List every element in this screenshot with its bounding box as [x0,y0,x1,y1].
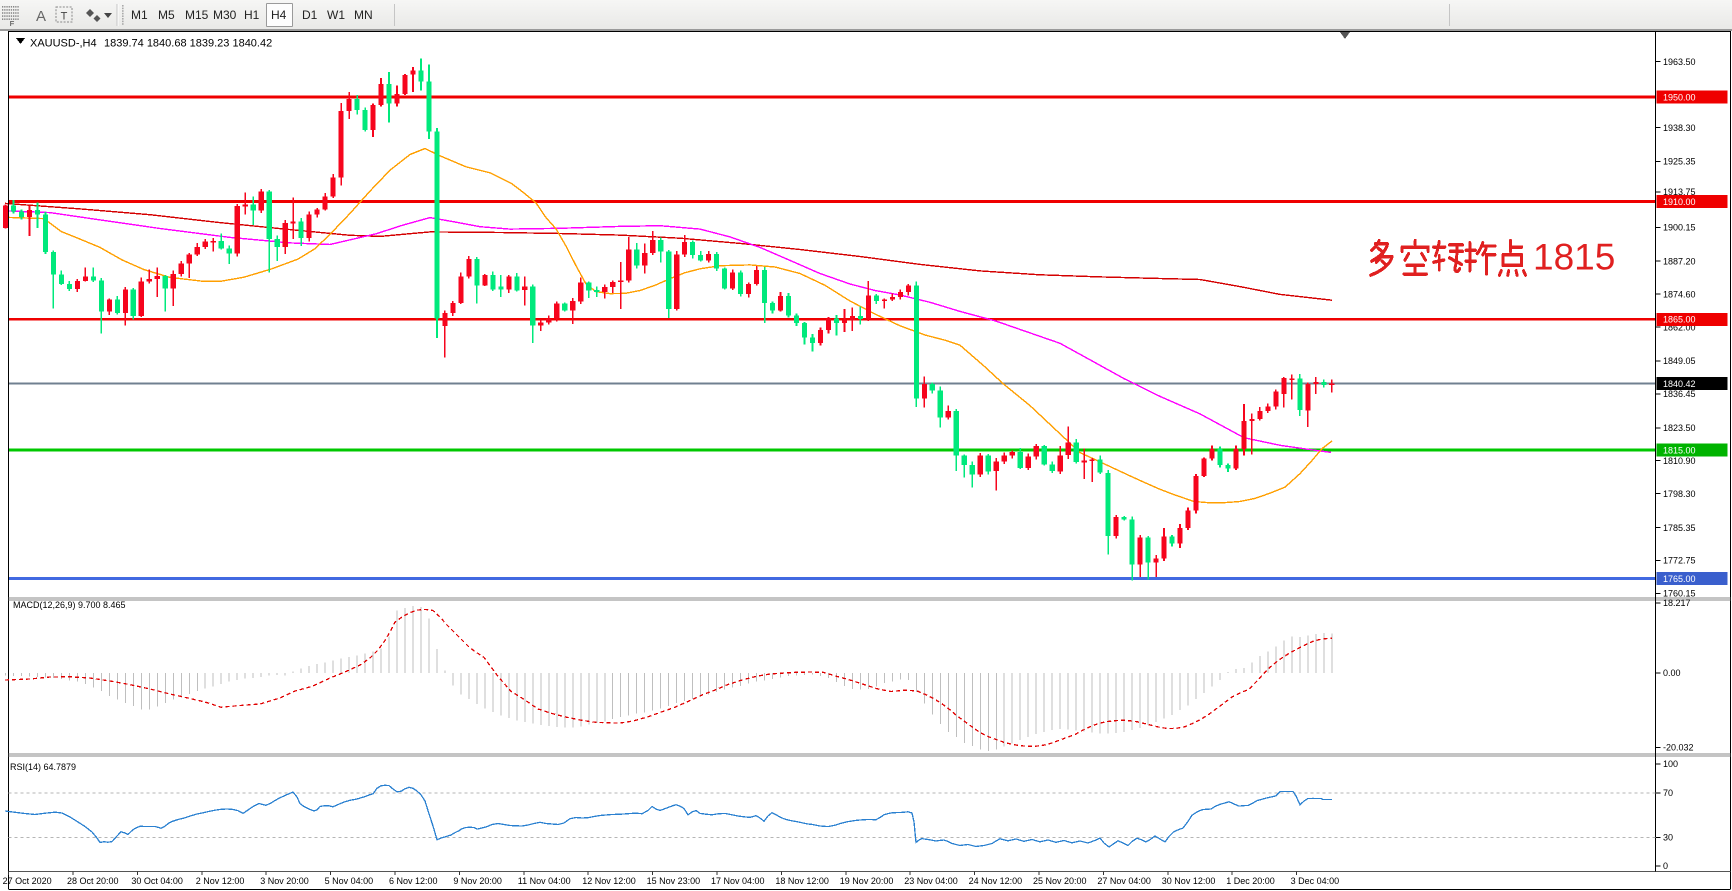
svg-text:30 Nov 12:00: 30 Nov 12:00 [1162,876,1216,886]
svg-text:19 Nov 20:00: 19 Nov 20:00 [840,876,894,886]
svg-text:25 Nov 20:00: 25 Nov 20:00 [1033,876,1087,886]
svg-text:1840.42: 1840.42 [1663,379,1696,389]
svg-text:24 Nov 12:00: 24 Nov 12:00 [969,876,1023,886]
svg-text:1910.00: 1910.00 [1663,197,1696,207]
svg-text:28 Oct 20:00: 28 Oct 20:00 [67,876,119,886]
svg-text:70: 70 [1663,788,1673,798]
svg-text:1 Dec 20:00: 1 Dec 20:00 [1226,876,1275,886]
svg-text:3 Nov 20:00: 3 Nov 20:00 [260,876,309,886]
svg-text:5 Nov 04:00: 5 Nov 04:00 [325,876,374,886]
svg-text:27 Oct 2020: 27 Oct 2020 [3,876,52,886]
svg-text:RSI(14) 64.7879: RSI(14) 64.7879 [10,762,76,772]
svg-text:18.217: 18.217 [1663,598,1691,608]
svg-text:12 Nov 12:00: 12 Nov 12:00 [582,876,636,886]
svg-text:1798.30: 1798.30 [1663,489,1696,499]
svg-text:1810.90: 1810.90 [1663,456,1696,466]
svg-text:30: 30 [1663,833,1673,843]
svg-text:1865.00: 1865.00 [1663,315,1696,325]
svg-text:6 Nov 12:00: 6 Nov 12:00 [389,876,438,886]
svg-text:2 Nov 12:00: 2 Nov 12:00 [196,876,245,886]
svg-text:0.00: 0.00 [1663,668,1681,678]
svg-text:MACD(12,26,9) 9.700 8.465: MACD(12,26,9) 9.700 8.465 [13,600,126,610]
svg-text:1765.00: 1765.00 [1663,574,1696,584]
svg-text:27 Nov 04:00: 27 Nov 04:00 [1097,876,1151,886]
svg-text:1925.35: 1925.35 [1663,157,1696,167]
svg-text:1815.00: 1815.00 [1663,445,1696,455]
svg-text:1874.60: 1874.60 [1663,289,1696,299]
svg-text:1862.00: 1862.00 [1663,322,1696,332]
svg-text:30 Oct 04:00: 30 Oct 04:00 [131,876,183,886]
svg-text:1836.45: 1836.45 [1663,389,1696,399]
svg-text:1772.75: 1772.75 [1663,556,1696,566]
svg-text:1823.50: 1823.50 [1663,423,1696,433]
svg-text:15 Nov 23:00: 15 Nov 23:00 [647,876,701,886]
svg-text:A: A [36,8,46,25]
svg-text:1887.20: 1887.20 [1663,256,1696,266]
svg-text:1815: 1815 [1533,237,1615,278]
svg-text:F: F [10,19,15,28]
svg-text:T: T [61,11,68,23]
svg-text:-20.032: -20.032 [1663,743,1694,753]
svg-text:0: 0 [1663,861,1668,871]
svg-text:23 Nov 04:00: 23 Nov 04:00 [904,876,958,886]
svg-text:11 Nov 04:00: 11 Nov 04:00 [518,876,571,886]
svg-text:1913.75: 1913.75 [1663,187,1696,197]
svg-text:3 Dec 04:00: 3 Dec 04:00 [1291,876,1340,886]
svg-text:1900.15: 1900.15 [1663,223,1696,233]
svg-text:18 Nov 12:00: 18 Nov 12:00 [775,876,829,886]
svg-text:1950.00: 1950.00 [1663,92,1696,102]
svg-text:1760.15: 1760.15 [1663,589,1696,599]
svg-text:1963.50: 1963.50 [1663,57,1696,67]
svg-text:XAUUSD-,H4: XAUUSD-,H4 [30,38,97,50]
svg-text:1839.74 1840.68 1839.23 1840.4: 1839.74 1840.68 1839.23 1840.42 [104,38,272,50]
svg-text:100: 100 [1663,759,1678,769]
svg-text:17 Nov 04:00: 17 Nov 04:00 [711,876,765,886]
svg-text:1849.05: 1849.05 [1663,356,1696,366]
svg-text:1785.35: 1785.35 [1663,523,1696,533]
svg-text:9 Nov 20:00: 9 Nov 20:00 [453,876,502,886]
svg-text:1938.30: 1938.30 [1663,123,1696,133]
